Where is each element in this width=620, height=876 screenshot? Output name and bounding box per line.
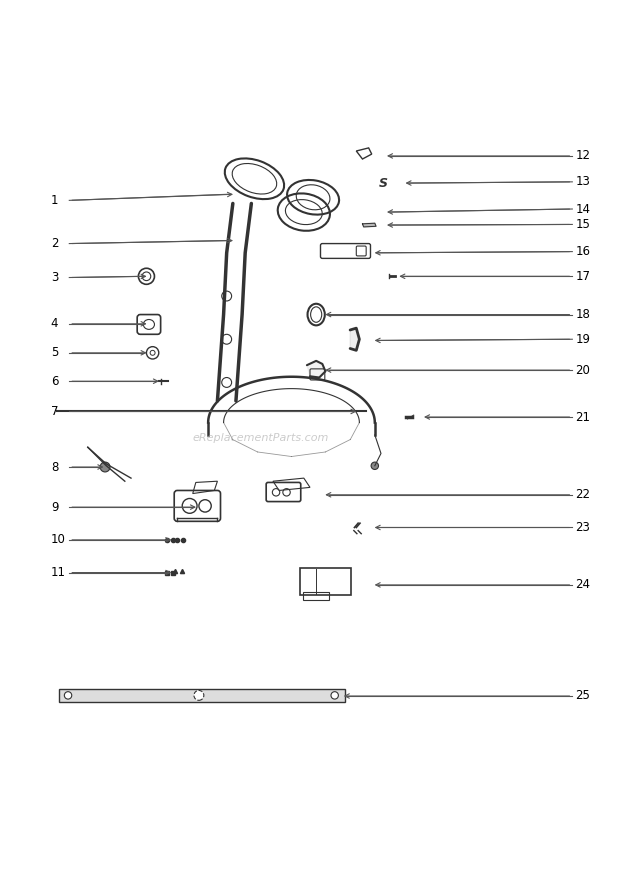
Text: 10: 10	[51, 533, 66, 547]
Polygon shape	[363, 223, 376, 227]
Circle shape	[100, 462, 110, 472]
Text: 19: 19	[575, 333, 590, 346]
Polygon shape	[307, 361, 326, 378]
Text: 17: 17	[575, 270, 590, 283]
Text: 20: 20	[575, 364, 590, 377]
Text: 14: 14	[575, 202, 590, 215]
FancyBboxPatch shape	[60, 689, 345, 703]
Text: 7: 7	[51, 405, 58, 418]
Text: 3: 3	[51, 271, 58, 284]
Polygon shape	[350, 328, 360, 350]
Text: S: S	[378, 177, 388, 189]
Text: eReplacementParts.com: eReplacementParts.com	[192, 433, 329, 443]
Text: 2: 2	[51, 237, 58, 250]
Circle shape	[194, 690, 204, 700]
Text: 8: 8	[51, 461, 58, 474]
Circle shape	[331, 692, 339, 699]
Text: 21: 21	[575, 411, 590, 423]
Text: 6: 6	[51, 375, 58, 388]
Text: 9: 9	[51, 500, 58, 513]
Text: 15: 15	[575, 218, 590, 231]
Text: 5: 5	[51, 346, 58, 359]
Text: 18: 18	[575, 308, 590, 321]
Circle shape	[371, 462, 379, 470]
Text: 4: 4	[51, 317, 58, 330]
Text: 24: 24	[575, 578, 590, 591]
Text: 11: 11	[51, 566, 66, 579]
Text: 1: 1	[51, 194, 58, 207]
Text: 16: 16	[575, 245, 590, 258]
Text: 12: 12	[575, 150, 590, 162]
Text: 25: 25	[575, 689, 590, 703]
Text: 22: 22	[575, 488, 590, 501]
Text: 13: 13	[575, 175, 590, 188]
Circle shape	[64, 692, 72, 699]
Text: 23: 23	[575, 521, 590, 534]
